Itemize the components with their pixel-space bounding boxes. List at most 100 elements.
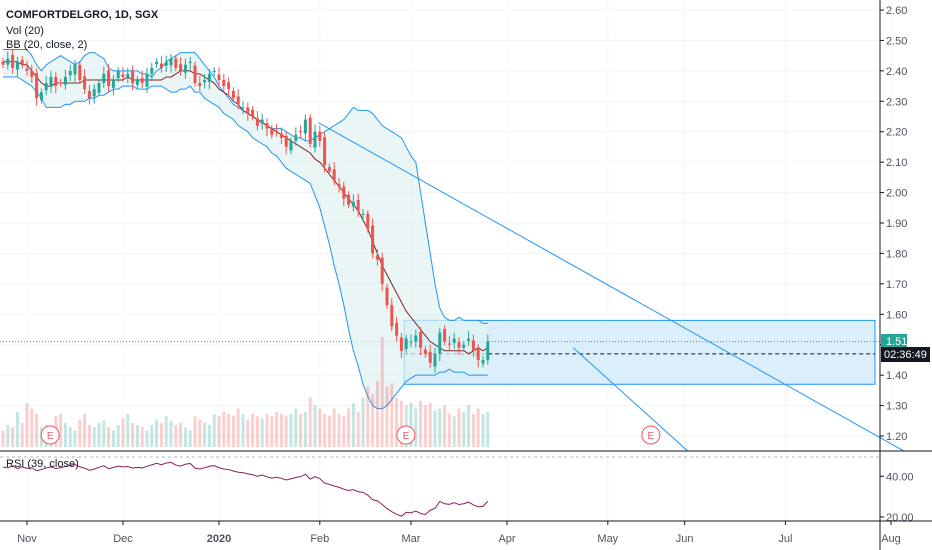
candle-body[interactable] [20, 59, 24, 65]
candle-body[interactable] [361, 213, 365, 215]
candle-body[interactable] [337, 184, 341, 187]
candle-body[interactable] [174, 58, 178, 68]
volume-bar[interactable] [313, 405, 317, 447]
candle-body[interactable] [318, 131, 322, 141]
volume-bar[interactable] [390, 383, 394, 447]
candle-body[interactable] [11, 55, 15, 68]
candle-body[interactable] [308, 117, 312, 144]
candle-body[interactable] [39, 92, 43, 101]
earnings-event-marker[interactable] [40, 425, 60, 445]
candle-body[interactable] [193, 65, 197, 84]
candle-body[interactable] [265, 123, 269, 129]
candle-body[interactable] [351, 201, 355, 207]
candle-body[interactable] [486, 341, 490, 360]
volume-bar[interactable] [193, 416, 197, 447]
candle-body[interactable] [303, 119, 307, 134]
volume-bar[interactable] [409, 403, 413, 447]
volume-bar[interactable] [323, 414, 327, 447]
candle-body[interactable] [63, 76, 67, 85]
volume-bar[interactable] [116, 425, 120, 447]
candle-body[interactable] [284, 135, 288, 147]
volume-bar[interactable] [270, 416, 274, 447]
volume-bar[interactable] [73, 430, 77, 448]
volume-bar[interactable] [255, 416, 259, 447]
candle-body[interactable] [366, 213, 370, 230]
candle-body[interactable] [54, 76, 58, 87]
volume-bar[interactable] [371, 394, 375, 447]
volume-bar[interactable] [111, 430, 115, 448]
volume-bar[interactable] [92, 427, 96, 447]
candle-body[interactable] [371, 225, 375, 254]
candle-body[interactable] [83, 76, 87, 90]
candle-body[interactable] [342, 186, 346, 199]
candle-body[interactable] [467, 338, 471, 342]
candle-body[interactable] [481, 359, 485, 364]
volume-bar[interactable] [140, 427, 144, 447]
candle-body[interactable] [49, 76, 53, 87]
candle-body[interactable] [423, 349, 427, 354]
candle-body[interactable] [260, 119, 264, 124]
volume-bar[interactable] [471, 414, 475, 447]
legend-bollinger[interactable]: BB (20, close, 2) [6, 39, 87, 51]
volume-bar[interactable] [35, 414, 39, 447]
volume-bar[interactable] [20, 422, 24, 447]
volume-bar[interactable] [342, 416, 346, 447]
candle-body[interactable] [452, 338, 456, 343]
candle-body[interactable] [102, 73, 106, 84]
trendline-long[interactable] [318, 122, 905, 452]
volume-bar[interactable] [217, 416, 221, 447]
candle-body[interactable] [203, 79, 207, 83]
candle-body[interactable] [409, 341, 413, 343]
volume-bar[interactable] [395, 397, 399, 448]
candle-body[interactable] [212, 70, 216, 73]
candle-body[interactable] [30, 70, 34, 77]
candle-body[interactable] [294, 134, 298, 141]
trendline-short[interactable] [572, 347, 689, 452]
candle-body[interactable] [155, 61, 159, 65]
volume-bar[interactable] [241, 414, 245, 447]
candle-body[interactable] [255, 118, 259, 126]
rsi-line[interactable] [2, 461, 489, 517]
volume-bar[interactable] [30, 408, 34, 448]
volume-bar[interactable] [212, 414, 216, 447]
candle-body[interactable] [476, 348, 480, 360]
candle-body[interactable] [97, 83, 101, 93]
volume-bar[interactable] [452, 416, 456, 447]
volume-bar[interactable] [131, 422, 135, 447]
bollinger-lower[interactable] [3, 76, 488, 410]
volume-bar[interactable] [68, 427, 72, 447]
volume-bar[interactable] [236, 408, 240, 448]
volume-bar[interactable] [83, 414, 87, 447]
volume-bar[interactable] [121, 418, 125, 447]
volume-bar[interactable] [6, 425, 10, 447]
candle-body[interactable] [404, 338, 408, 349]
volume-bar[interactable] [198, 419, 202, 448]
volume-bar[interactable] [222, 411, 226, 447]
candle-body[interactable] [433, 353, 437, 367]
candle-body[interactable] [289, 140, 293, 151]
volume-bar[interactable] [385, 386, 389, 448]
candle-body[interactable] [251, 109, 255, 117]
candle-body[interactable] [327, 167, 331, 172]
candle-body[interactable] [179, 64, 183, 71]
candle-body[interactable] [356, 199, 360, 211]
candle-body[interactable] [1, 61, 5, 65]
volume-bar[interactable] [145, 430, 149, 448]
volume-bar[interactable] [227, 414, 231, 447]
candle-body[interactable] [44, 83, 48, 91]
volume-bar[interactable] [294, 408, 298, 448]
volume-bar[interactable] [159, 422, 163, 447]
trendlines[interactable] [318, 122, 905, 452]
volume-bar[interactable] [318, 408, 322, 448]
candle-body[interactable] [135, 79, 139, 85]
volume-bar[interactable] [289, 414, 293, 447]
volume-bar[interactable] [15, 411, 19, 447]
candle-body[interactable] [241, 107, 245, 109]
candle-body[interactable] [414, 335, 418, 342]
volume-bar[interactable] [428, 403, 432, 447]
candle-body[interactable] [159, 63, 163, 68]
candle-body[interactable] [68, 70, 72, 76]
candle-body[interactable] [164, 61, 168, 66]
candle-body[interactable] [313, 131, 317, 148]
candle-body[interactable] [169, 58, 173, 66]
